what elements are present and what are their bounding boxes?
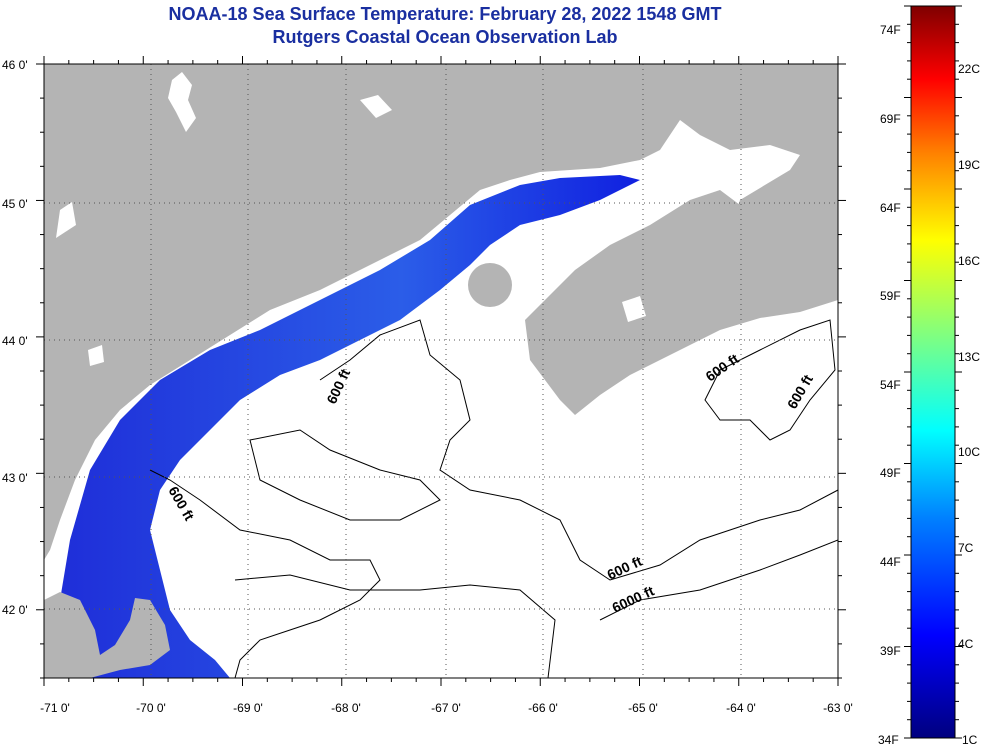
lon-label: -63 0' (823, 701, 853, 715)
cb-f-label: 64F (880, 201, 901, 215)
lat-label: 44 0' (2, 334, 28, 348)
cb-c-label: 16C (958, 254, 980, 268)
lon-label: -66 0' (528, 701, 558, 715)
lon-label: -64 0' (726, 701, 756, 715)
cb-c-label: 19C (958, 158, 980, 172)
cb-f-label: 59F (880, 289, 901, 303)
lon-label: -70 0' (136, 701, 166, 715)
cb-f-label: 34F (878, 733, 899, 747)
cb-f-label: 69F (880, 112, 901, 126)
map-title: NOAA-18 Sea Surface Temperature: Februar… (168, 4, 722, 24)
land-nova-scotia (525, 190, 838, 415)
lat-label: 43 0' (2, 471, 28, 485)
cb-f-label: 74F (880, 23, 901, 37)
colorbar-c-labels: 22C 19C 16C 13C 10C 7C 4C 1C (958, 62, 980, 747)
bathymetry-contours (149, 319, 838, 678)
colorbar-f-labels: 74F 69F 64F 59F 54F 49F 44F 39F 34F (878, 23, 901, 747)
lon-label: -69 0' (233, 701, 263, 715)
cb-f-label: 54F (880, 378, 901, 392)
cb-f-label: 44F (880, 555, 901, 569)
lon-label: -65 0' (628, 701, 658, 715)
cb-c-label: 7C (958, 541, 974, 555)
axis-ticks (36, 56, 846, 686)
lat-labels: 46 0' 45 0' 44 0' 43 0' 42 0' (2, 58, 28, 617)
cb-c-label: 22C (958, 62, 980, 76)
cb-f-label: 39F (880, 644, 901, 658)
colorbar (910, 5, 956, 739)
lon-label: -67 0' (431, 701, 461, 715)
cb-c-label: 13C (958, 350, 980, 364)
lon-label: -71 0' (40, 701, 70, 715)
map-subtitle: Rutgers Coastal Ocean Observation Lab (272, 27, 618, 47)
colorbar-ticks (904, 5, 962, 739)
lat-label: 46 0' (2, 58, 28, 72)
cb-c-label: 4C (958, 637, 974, 651)
land-grand-manan (468, 263, 512, 307)
cb-c-label: 1C (962, 733, 978, 747)
land-mainland (44, 64, 838, 560)
lat-label: 45 0' (2, 197, 28, 211)
lat-label: 42 0' (2, 603, 28, 617)
cb-c-label: 10C (958, 445, 980, 459)
lon-label: -68 0' (331, 701, 361, 715)
cb-f-label: 49F (880, 466, 901, 480)
coastal-sst-band (44, 175, 640, 678)
land-cape-cod (44, 592, 170, 678)
lon-labels: -71 0' -70 0' -69 0' -68 0' -67 0' -66 0… (40, 701, 853, 715)
